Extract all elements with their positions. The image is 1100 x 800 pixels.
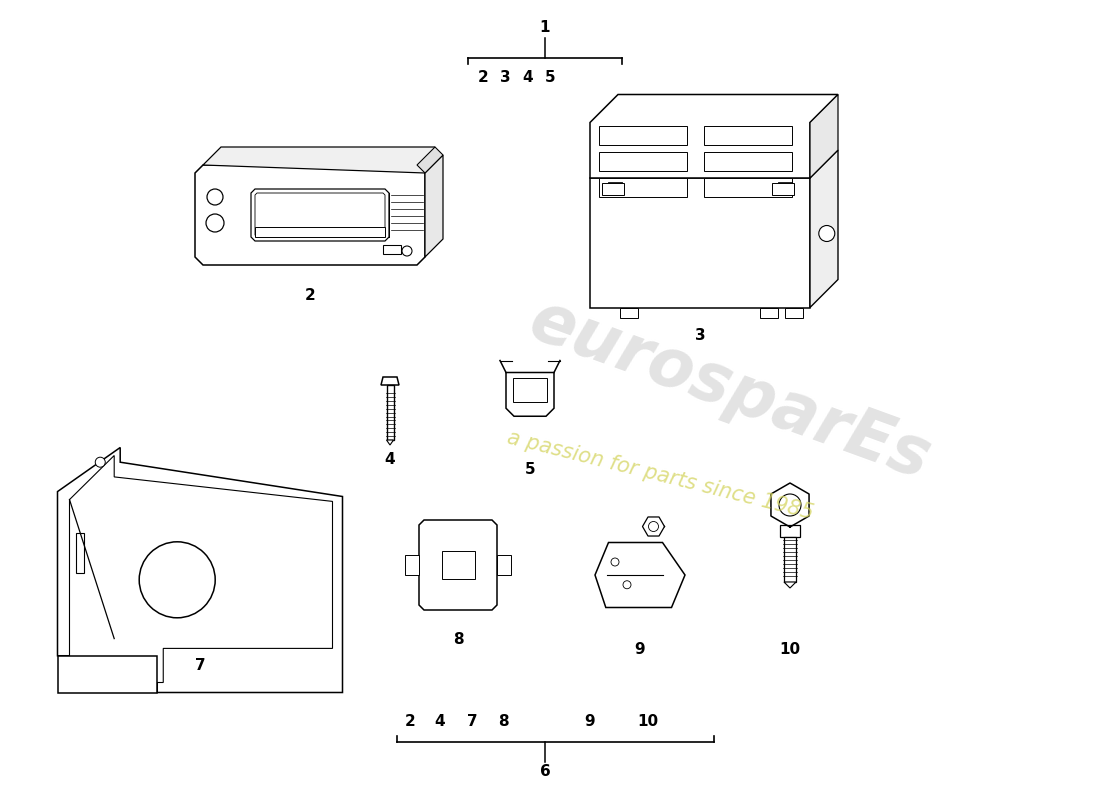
Polygon shape — [381, 377, 399, 385]
Text: 8: 8 — [497, 714, 508, 730]
Text: 7: 7 — [466, 714, 477, 730]
Circle shape — [140, 542, 216, 618]
Text: 3: 3 — [695, 327, 705, 342]
Polygon shape — [405, 555, 419, 575]
Text: 5: 5 — [544, 70, 556, 86]
Polygon shape — [595, 542, 685, 607]
Text: 9: 9 — [585, 714, 595, 730]
Text: 10: 10 — [637, 714, 659, 730]
Circle shape — [649, 522, 659, 531]
Polygon shape — [704, 178, 792, 197]
Circle shape — [402, 246, 412, 256]
Text: 8: 8 — [453, 633, 463, 647]
Polygon shape — [425, 155, 443, 257]
Text: 7: 7 — [195, 658, 206, 673]
Polygon shape — [598, 126, 686, 145]
Bar — [760, 307, 778, 318]
Text: 5: 5 — [525, 462, 536, 478]
Text: 3: 3 — [499, 70, 510, 86]
Polygon shape — [590, 178, 810, 307]
Polygon shape — [69, 455, 332, 682]
Bar — [620, 307, 638, 318]
Text: 4: 4 — [434, 714, 446, 730]
Polygon shape — [598, 152, 686, 170]
Polygon shape — [704, 126, 792, 145]
Text: 4: 4 — [385, 453, 395, 467]
Polygon shape — [204, 147, 434, 173]
Circle shape — [96, 457, 106, 467]
Circle shape — [207, 189, 223, 205]
Polygon shape — [57, 656, 157, 693]
Text: eurosparEs: eurosparEs — [520, 287, 939, 493]
Bar — [76, 534, 84, 574]
Bar — [386, 385, 394, 440]
Polygon shape — [441, 551, 474, 579]
Text: 2: 2 — [405, 714, 416, 730]
Polygon shape — [810, 150, 838, 307]
Text: 2: 2 — [305, 287, 316, 302]
Polygon shape — [771, 483, 810, 527]
Polygon shape — [513, 378, 547, 402]
Circle shape — [610, 558, 619, 566]
Polygon shape — [57, 447, 342, 693]
Bar — [602, 183, 624, 195]
Circle shape — [779, 494, 801, 516]
Text: 4: 4 — [522, 70, 534, 86]
Polygon shape — [195, 165, 425, 265]
Text: 6: 6 — [540, 765, 550, 779]
Polygon shape — [784, 582, 796, 588]
Polygon shape — [642, 517, 664, 536]
Polygon shape — [506, 373, 554, 416]
Polygon shape — [598, 178, 686, 197]
Bar — [785, 307, 803, 318]
Polygon shape — [810, 94, 838, 178]
Circle shape — [818, 226, 835, 242]
Bar — [784, 537, 796, 582]
Bar — [383, 245, 402, 254]
Circle shape — [623, 581, 631, 589]
Bar — [255, 227, 385, 237]
Polygon shape — [419, 520, 497, 610]
Text: a passion for parts since 1985: a passion for parts since 1985 — [505, 427, 815, 523]
Polygon shape — [417, 147, 443, 173]
Polygon shape — [386, 440, 394, 445]
Polygon shape — [251, 189, 389, 241]
Bar — [772, 183, 794, 195]
Text: 9: 9 — [635, 642, 646, 658]
Polygon shape — [704, 152, 792, 170]
Bar — [780, 525, 800, 537]
Text: 10: 10 — [780, 642, 801, 658]
Circle shape — [206, 214, 224, 232]
Polygon shape — [590, 94, 838, 178]
Text: 1: 1 — [540, 21, 550, 35]
Polygon shape — [497, 555, 512, 575]
Text: 2: 2 — [477, 70, 488, 86]
